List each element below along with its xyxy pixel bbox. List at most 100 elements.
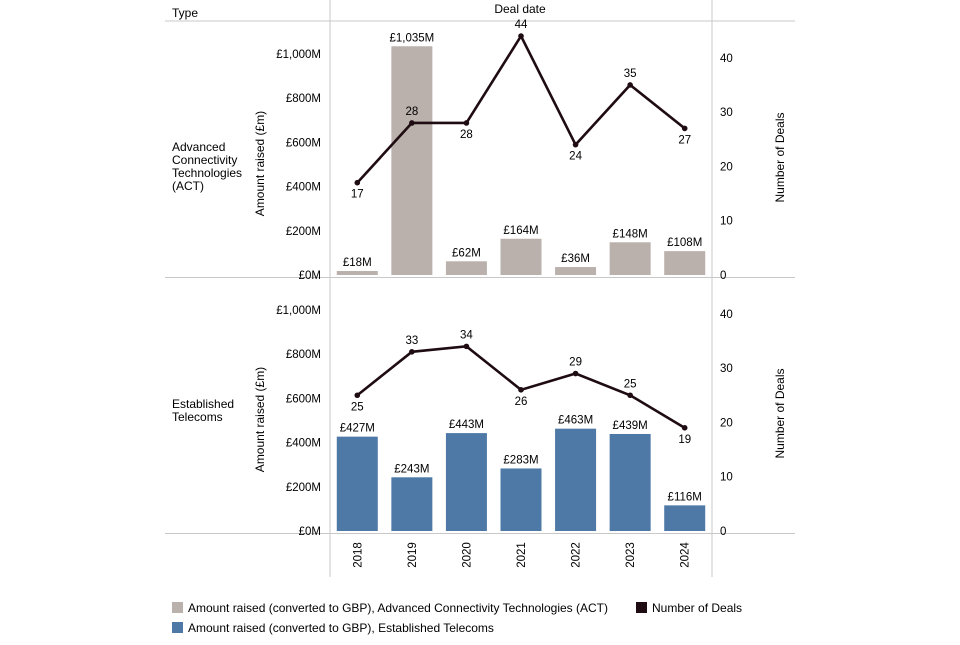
deals-point (463, 120, 470, 126)
deals-value-label: 29 (569, 357, 582, 369)
bar (609, 242, 651, 275)
bar (664, 505, 706, 531)
deals-point (354, 392, 361, 399)
left-axis-label: Amount raised (£m) (253, 111, 267, 216)
bar-value-label: £148M (613, 228, 648, 240)
row-label: Advanced Connectivity Technologies (ACT) (172, 140, 242, 193)
bar-value-label: £427M (340, 423, 375, 435)
bar-value-label: £116M (668, 491, 702, 503)
deals-value-label: 33 (405, 335, 418, 347)
bar-value-label: £439M (613, 420, 648, 432)
left-tick-label: £600M (286, 393, 321, 405)
bar (664, 251, 706, 275)
left-tick-label: £200M (286, 482, 321, 494)
panel-0: Advanced Connectivity Technologies (ACT) £0M… (172, 19, 787, 282)
legend-item: Number of Deals (636, 601, 742, 615)
right-tick-label: 20 (720, 417, 733, 429)
right-tick-label: 30 (720, 107, 733, 119)
right-tick-label: 0 (720, 526, 726, 538)
bar-value-label: £62M (452, 247, 481, 259)
left-tick-label: £400M (286, 438, 321, 450)
deals-point (627, 82, 633, 88)
bar-value-label: £108M (667, 237, 702, 249)
row-label-line: Telecoms (172, 410, 223, 424)
deals-value-label: 24 (569, 151, 582, 163)
bar (555, 267, 597, 275)
left-tick-label: £200M (286, 226, 321, 238)
deals-point (518, 387, 524, 393)
x-tick-label: 2023 (625, 542, 637, 568)
right-tick-label: 40 (720, 53, 733, 65)
deals-value-label: 28 (460, 129, 473, 141)
left-axis-label: Amount raised (£m) (253, 367, 267, 472)
deals-value-label: 35 (624, 68, 637, 80)
legend-item: Amount raised (converted to GBP), Advanc… (172, 601, 608, 615)
deals-point (572, 370, 579, 377)
deals-value-label: 27 (678, 134, 691, 146)
deals-value-label: 44 (515, 19, 528, 31)
left-tick-label: £600M (286, 137, 321, 149)
bar-value-label: £243M (394, 463, 429, 475)
panel-1: Established Telecoms £0M £200M £400M £600M £80… (172, 305, 787, 538)
left-tick-label: £800M (286, 349, 321, 361)
chart-frame (165, 0, 795, 577)
type-header: Type (172, 6, 198, 20)
left-tick-label: £0M (299, 270, 321, 282)
bar (391, 46, 433, 275)
bar-value-label: £443M (449, 419, 484, 431)
deal-date-header: Deal date (494, 2, 546, 16)
left-tick-label: £400M (286, 182, 321, 194)
row-label-line: Established (172, 397, 234, 411)
deals-point (681, 425, 688, 431)
deals-value-label: 17 (351, 189, 364, 201)
deals-point (354, 179, 361, 186)
left-tick-label: £1,000M (276, 49, 321, 61)
bar-value-label: £283M (503, 454, 538, 466)
legend-item: Amount raised (converted to GBP), Establ… (172, 621, 494, 635)
deals-point (627, 392, 633, 399)
legend-swatch (172, 602, 183, 613)
x-tick-label: 2019 (407, 542, 419, 568)
bar-value-label: £463M (558, 415, 593, 427)
legend-label: Amount raised (converted to GBP), Establ… (188, 621, 494, 635)
deals-value-label: 25 (624, 378, 637, 390)
legend-swatch (172, 622, 183, 633)
x-tick-label: 2018 (352, 542, 364, 568)
bar-value-label: £18M (343, 257, 372, 269)
x-tick-label: 2022 (571, 542, 583, 568)
deals-point (409, 120, 415, 126)
deals-point (409, 349, 415, 355)
deals-value-label: 19 (678, 434, 691, 446)
bar (336, 436, 378, 531)
right-tick-label: 0 (720, 270, 726, 282)
bar (500, 468, 542, 531)
bar (500, 238, 542, 275)
deals-value-label: 26 (515, 396, 528, 408)
deals-point (681, 125, 688, 132)
x-tick-label: 2021 (516, 542, 528, 568)
deals-value-label: 34 (460, 329, 473, 341)
row-label-line: Technologies (172, 166, 242, 180)
row-label-line: (ACT) (172, 179, 204, 193)
legend-swatch (636, 602, 647, 613)
bar (555, 428, 597, 531)
deals-point (463, 343, 470, 350)
right-tick-label: 40 (720, 309, 733, 321)
right-tick-label: 20 (720, 161, 733, 173)
bar (445, 433, 487, 531)
row-label-line: Advanced (172, 140, 225, 154)
x-tick-label: 2020 (461, 542, 473, 568)
bar (391, 477, 433, 531)
deals-value-label: 25 (351, 401, 364, 413)
deals-point (518, 33, 524, 39)
bar-value-label: £1,035M (389, 32, 434, 44)
legend-label: Number of Deals (652, 601, 742, 615)
right-tick-label: 10 (720, 216, 733, 228)
deals-point (572, 141, 579, 148)
row-label: Established Telecoms (172, 397, 234, 424)
left-tick-label: £800M (286, 93, 321, 105)
bar-value-label: £36M (561, 253, 590, 265)
left-tick-label: £0M (299, 526, 321, 538)
